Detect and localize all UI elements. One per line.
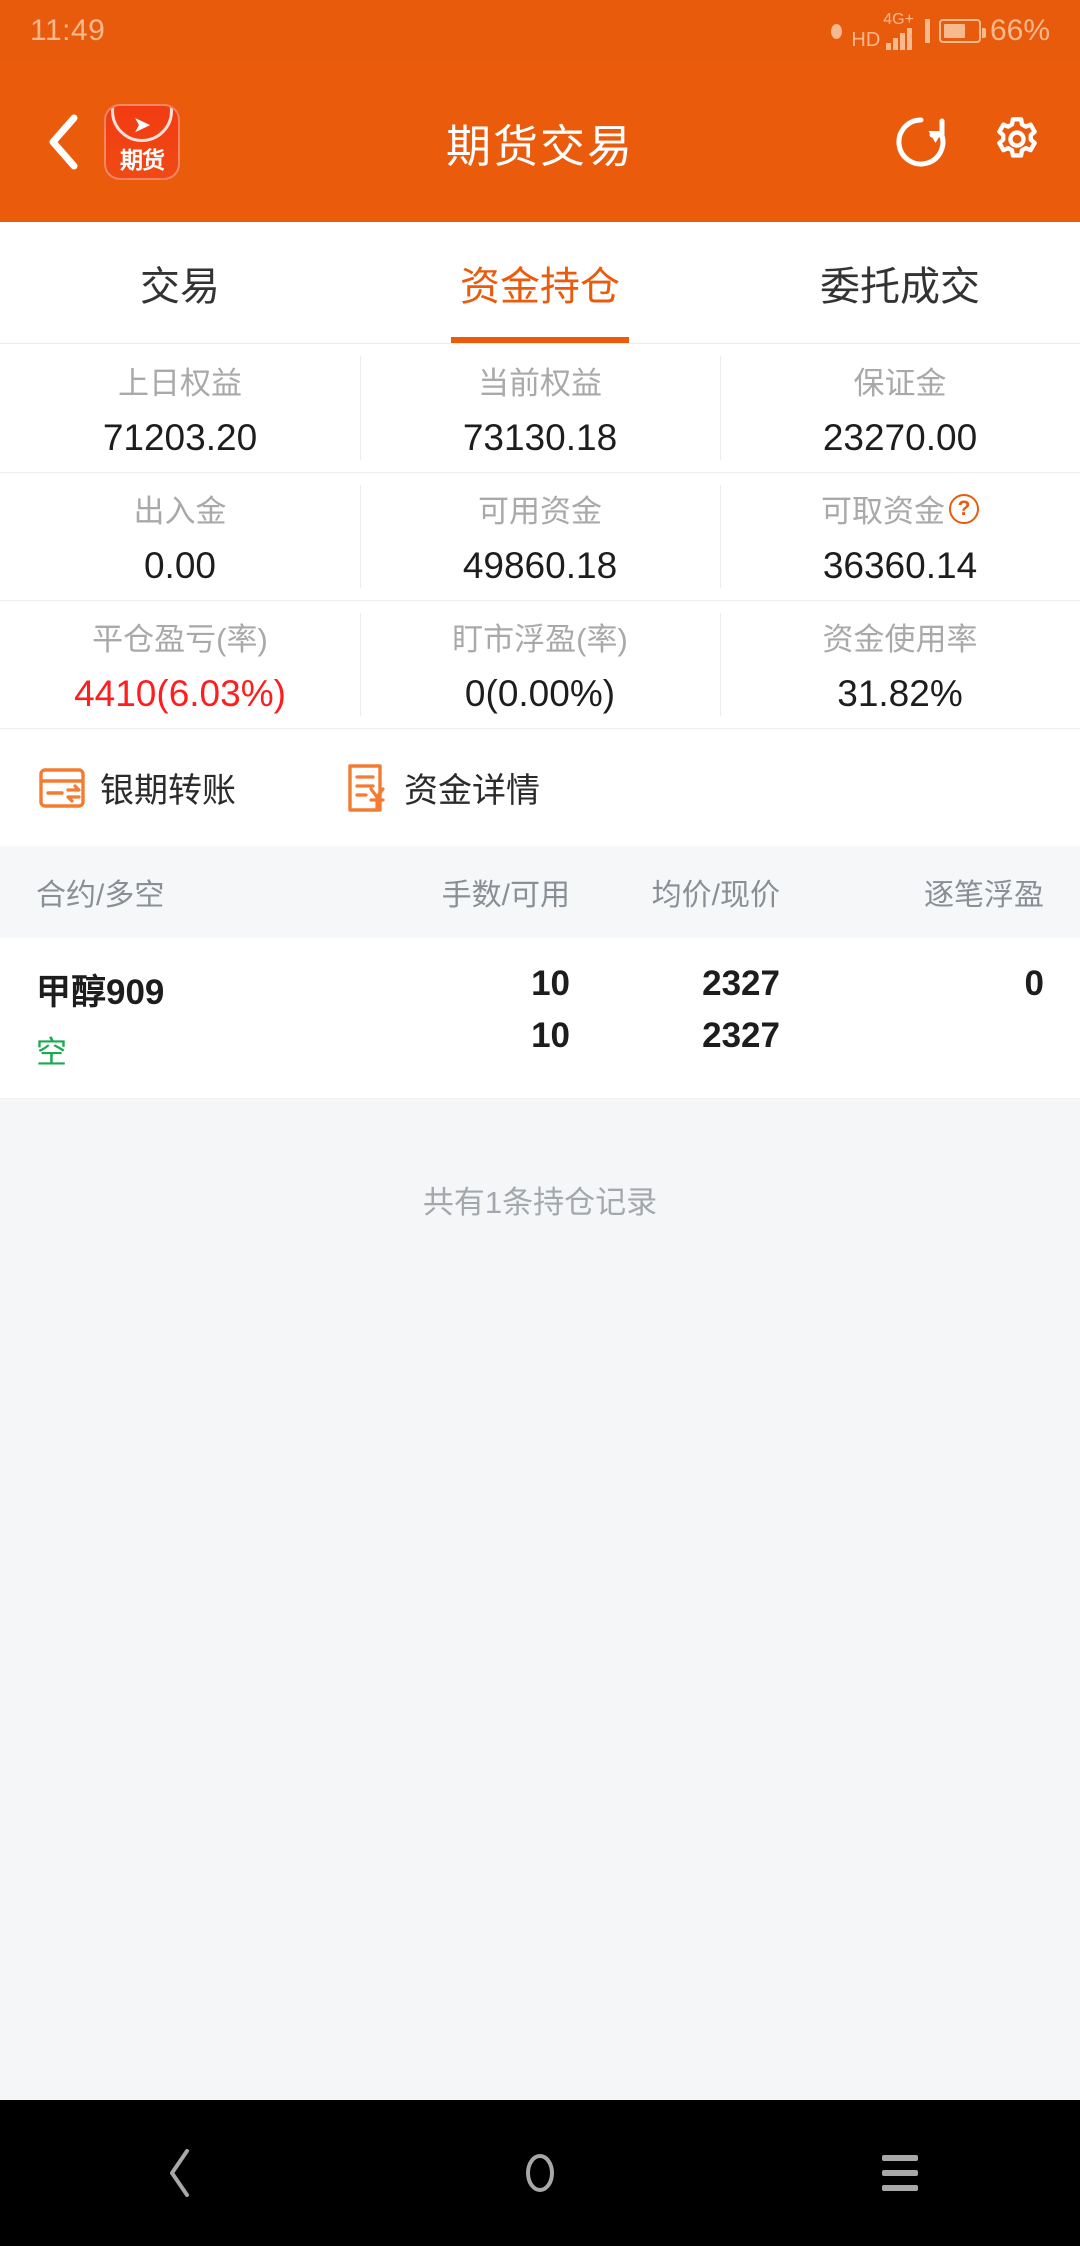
cell-contract: 甲醇909 空 <box>0 964 340 1072</box>
available-lots-value: 10 <box>531 1016 570 1055</box>
main-tabs: 交易 资金持仓 委托成交 <box>0 222 1080 344</box>
fund-label: 平仓盈亏(率) <box>92 622 268 657</box>
fund-cell-available-funds: 可用资金 49860.18 <box>360 473 720 600</box>
settings-button[interactable] <box>986 111 1048 173</box>
fund-label-with-help: 可取资金 ? <box>821 486 979 531</box>
nav-recents-button[interactable] <box>825 2123 975 2223</box>
second-signal-icon <box>924 19 930 43</box>
status-bar: 11:49 HD 4G+ 66% <box>0 0 1080 62</box>
fund-summary-panel: 上日权益 71203.20 当前权益 73130.18 保证金 23270.00… <box>0 344 1080 728</box>
fund-value: 31.82% <box>837 673 963 714</box>
app-logo[interactable]: ➤ 期货 <box>104 104 180 180</box>
bank-transfer-button[interactable]: 银期转账 <box>38 763 236 812</box>
android-navigation-bar <box>0 2100 1080 2246</box>
tab-funds-positions-label: 资金持仓 <box>460 264 620 309</box>
bank-transfer-label: 银期转账 <box>100 772 236 810</box>
back-chevron-icon <box>49 114 78 170</box>
cell-float-pnl: 0 0 <box>780 964 1080 1072</box>
fund-label: 可取资金 <box>821 494 945 529</box>
tab-trade[interactable]: 交易 <box>0 222 360 343</box>
fund-cell-mark-to-market-pnl: 盯市浮盈(率) 0(0.00%) <box>360 601 720 728</box>
hd-label: HD <box>851 29 881 51</box>
lots-value: 10 <box>531 964 570 1003</box>
signal-bar-group <box>885 28 912 50</box>
cell-lots: 10 10 <box>340 964 570 1072</box>
fund-label: 可用资金 <box>478 494 602 529</box>
tab-orders-trades-label: 委托成交 <box>820 264 980 309</box>
fund-detail-label: 资金详情 <box>404 772 540 810</box>
app-logo-label: 期货 <box>120 147 165 173</box>
gear-icon <box>997 117 1037 158</box>
contract-name: 甲醇909 <box>36 973 165 1012</box>
table-row[interactable]: 甲醇909 空 10 10 2327 2327 0 0 <box>0 938 1080 1099</box>
fund-label: 资金使用率 <box>822 622 978 657</box>
column-header-price: 均价/现价 <box>651 879 780 912</box>
column-header-contract: 合约/多空 <box>36 879 165 912</box>
battery-icon <box>938 19 986 43</box>
fund-cell-current-equity: 当前权益 73130.18 <box>360 344 720 472</box>
fund-detail-icon <box>348 763 385 812</box>
empty-area <box>0 1300 1080 2100</box>
fund-detail-button[interactable]: 资金详情 <box>346 763 540 813</box>
network-type-label: 4G+ <box>883 11 914 28</box>
fund-cell-closed-pnl: 平仓盈亏(率) 4410(6.03%) <box>0 601 360 728</box>
float-pnl-value: 0 <box>1024 964 1044 1003</box>
nav-home-button[interactable] <box>465 2123 615 2223</box>
battery-percent-label: 66% <box>989 14 1050 47</box>
fund-cell-deposit-withdraw: 出入金 0.00 <box>0 473 360 600</box>
nav-back-button[interactable] <box>105 2123 255 2223</box>
tab-trade-label: 交易 <box>140 264 220 309</box>
fund-cell-withdrawable-funds: 可取资金 ? 36360.14 <box>720 473 1080 600</box>
position-side: 空 <box>36 1035 67 1070</box>
fund-cell-prev-equity: 上日权益 71203.20 <box>0 344 360 472</box>
fund-value: 71203.20 <box>102 416 258 458</box>
nav-recents-icon <box>882 2155 918 2191</box>
last-price-value: 2327 <box>702 1016 780 1055</box>
fund-label: 当前权益 <box>478 365 602 401</box>
fund-value: 4410(6.03%) <box>74 673 286 714</box>
fund-value: 73130.18 <box>462 416 618 458</box>
nav-back-icon <box>170 2149 189 2197</box>
fund-cell-margin: 保证金 23270.00 <box>720 344 1080 472</box>
tab-funds-positions[interactable]: 资金持仓 <box>360 222 720 343</box>
refresh-icon <box>896 117 946 167</box>
positions-table-header: 合约/多空 手数/可用 均价/现价 逐笔浮盈 <box>0 846 1080 938</box>
signal-bars-icon: 4G+ <box>883 12 914 50</box>
fund-value: 36360.14 <box>822 545 978 586</box>
back-button[interactable] <box>26 96 100 188</box>
fund-label: 保证金 <box>853 365 947 401</box>
quick-actions: 银期转账 资金详情 <box>0 728 1080 846</box>
refresh-button[interactable] <box>890 111 952 173</box>
nav-home-icon <box>526 2154 554 2192</box>
fund-label: 盯市浮盈(率) <box>452 622 628 657</box>
fund-label: 出入金 <box>133 494 227 529</box>
fund-row: 上日权益 71203.20 当前权益 73130.18 保证金 23270.00 <box>0 344 1080 472</box>
header-actions <box>890 111 1054 173</box>
fund-cell-capital-usage: 资金使用率 31.82% <box>720 601 1080 728</box>
column-header-lots: 手数/可用 <box>441 879 570 912</box>
status-indicators: HD 4G+ 66% <box>831 12 1050 50</box>
cell-price: 2327 2327 <box>570 964 780 1072</box>
fund-value: 49860.18 <box>462 545 618 586</box>
column-header-float-pnl: 逐笔浮盈 <box>924 879 1044 912</box>
tab-orders-trades[interactable]: 委托成交 <box>720 222 1080 343</box>
fund-value: 23270.00 <box>822 416 978 458</box>
fund-value: 0.00 <box>143 545 216 586</box>
positions-table-body: 甲醇909 空 10 10 2327 2327 0 0 <box>0 938 1080 1099</box>
bird-icon: ➤ <box>111 106 173 142</box>
bank-transfer-icon <box>39 767 85 808</box>
hd-icon: HD 4G+ <box>851 12 914 50</box>
help-icon[interactable]: ? <box>949 493 979 524</box>
recording-dot-icon <box>831 23 843 39</box>
positions-count-label: 共有1条持仓记录 <box>0 1099 1080 1300</box>
status-time: 11:49 <box>30 14 106 47</box>
fund-value: 0(0.00%) <box>464 673 616 714</box>
fund-label: 上日权益 <box>118 365 242 401</box>
fund-row: 平仓盈亏(率) 4410(6.03%) 盯市浮盈(率) 0(0.00%) 资金使… <box>0 600 1080 728</box>
fund-row: 出入金 0.00 可用资金 49860.18 可取资金 ? 36360.14 <box>0 472 1080 600</box>
avg-price-value: 2327 <box>702 964 780 1003</box>
app-header: ➤ 期货 期货交易 <box>0 62 1080 222</box>
